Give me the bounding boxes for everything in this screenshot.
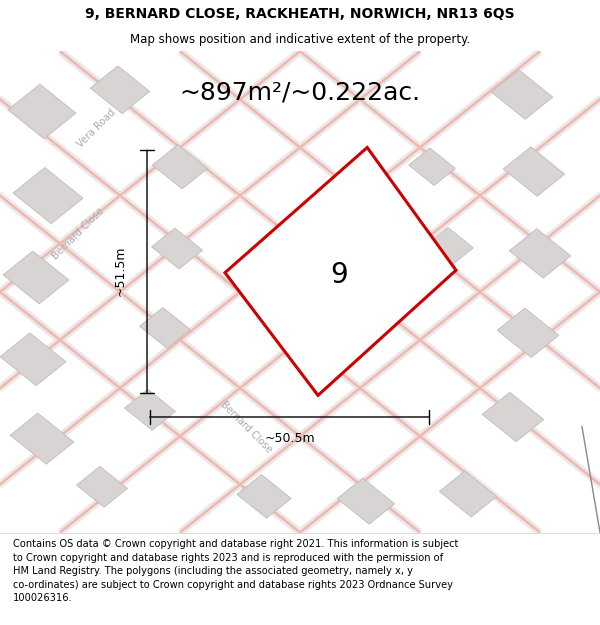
Polygon shape [10, 413, 74, 464]
Polygon shape [0, 333, 66, 386]
Polygon shape [337, 478, 395, 524]
Text: 9: 9 [330, 261, 348, 289]
Polygon shape [497, 308, 559, 358]
Polygon shape [13, 168, 83, 224]
Polygon shape [225, 148, 456, 396]
Polygon shape [125, 389, 175, 430]
Polygon shape [77, 466, 127, 508]
Polygon shape [8, 84, 76, 139]
Text: 9, BERNARD CLOSE, RACKHEATH, NORWICH, NR13 6QS: 9, BERNARD CLOSE, RACKHEATH, NORWICH, NR… [85, 8, 515, 21]
Polygon shape [140, 308, 190, 348]
Polygon shape [152, 228, 202, 269]
Text: Map shows position and indicative extent of the property.: Map shows position and indicative extent… [130, 34, 470, 46]
Text: Bernard Close: Bernard Close [50, 206, 106, 262]
Polygon shape [3, 251, 69, 304]
Polygon shape [482, 392, 544, 442]
Text: Bernard Close: Bernard Close [218, 399, 274, 454]
Polygon shape [439, 471, 497, 517]
Polygon shape [91, 66, 149, 114]
Polygon shape [503, 147, 565, 196]
Polygon shape [237, 474, 291, 518]
Polygon shape [427, 228, 473, 265]
Polygon shape [509, 229, 571, 278]
Polygon shape [152, 144, 208, 189]
Polygon shape [491, 70, 553, 119]
Text: ~50.5m: ~50.5m [265, 432, 315, 445]
Text: Contains OS data © Crown copyright and database right 2021. This information is : Contains OS data © Crown copyright and d… [13, 539, 458, 603]
Text: ~897m²/~0.222ac.: ~897m²/~0.222ac. [179, 80, 421, 104]
Text: ~51.5m: ~51.5m [113, 246, 127, 296]
Polygon shape [409, 148, 455, 186]
Text: Vera Road: Vera Road [75, 107, 117, 149]
